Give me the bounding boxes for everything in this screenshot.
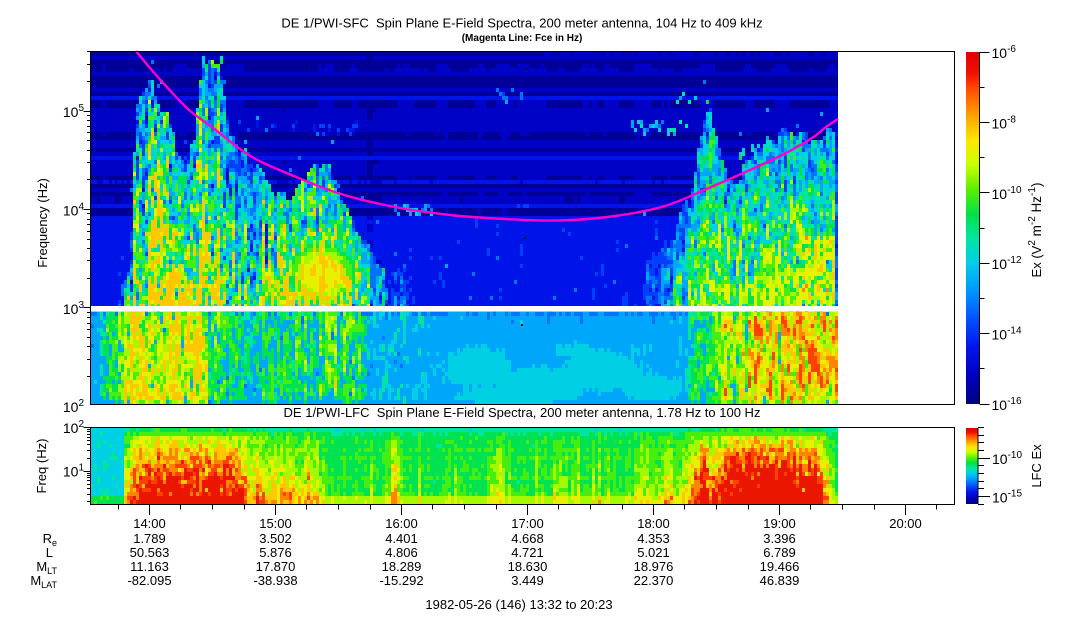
svg-text:17.870: 17.870 <box>256 559 296 574</box>
svg-text:14:00: 14:00 <box>133 516 166 531</box>
svg-text:L: L <box>46 545 53 560</box>
svg-text:46.839: 46.839 <box>760 573 800 588</box>
svg-text:17:00: 17:00 <box>511 516 544 531</box>
svg-text:-82.095: -82.095 <box>127 573 171 588</box>
svg-text:DE 1/PWI-SFC Spin Plane E-Fie: DE 1/PWI-SFC Spin Plane E-Field Spectra,… <box>281 16 762 31</box>
svg-text:Frequency (Hz): Frequency (Hz) <box>35 178 50 268</box>
svg-text:3.502: 3.502 <box>259 531 292 546</box>
svg-text:Freq (Hz): Freq (Hz) <box>34 439 49 494</box>
svg-text:4.806: 4.806 <box>385 545 418 560</box>
svg-text:22.370: 22.370 <box>634 573 674 588</box>
svg-text:4.353: 4.353 <box>637 531 670 546</box>
svg-text:18.976: 18.976 <box>634 559 674 574</box>
svg-text:11.163: 11.163 <box>130 559 169 574</box>
svg-text:1982-05-26 (146) 13:32 to 20:2: 1982-05-26 (146) 13:32 to 20:23 <box>425 597 612 612</box>
svg-text:4.401: 4.401 <box>385 531 418 546</box>
svg-text:18:00: 18:00 <box>637 516 670 531</box>
svg-text:19.466: 19.466 <box>760 559 800 574</box>
svg-text:3.396: 3.396 <box>763 531 796 546</box>
svg-text:5.021: 5.021 <box>637 545 670 560</box>
svg-text:1.789: 1.789 <box>133 531 166 546</box>
svg-text:4.721: 4.721 <box>511 545 544 560</box>
svg-text:-15.292: -15.292 <box>379 573 423 588</box>
svg-text:16:00: 16:00 <box>385 516 418 531</box>
svg-text:50.563: 50.563 <box>130 545 170 560</box>
svg-text:4.668: 4.668 <box>511 531 544 546</box>
svg-text:20:00: 20:00 <box>889 516 922 531</box>
svg-text:DE 1/PWI-LFC Spin Plane E-Fie: DE 1/PWI-LFC Spin Plane E-Field Spectra,… <box>284 405 761 420</box>
svg-text:3.449: 3.449 <box>511 573 544 588</box>
svg-text:-38.938: -38.938 <box>253 573 297 588</box>
svg-text:18.630: 18.630 <box>508 559 548 574</box>
svg-text:Ex (V2 m-2 Hz-1): Ex (V2 m-2 Hz-1) <box>1027 183 1044 278</box>
svg-text:5.876: 5.876 <box>259 545 292 560</box>
svg-text:19:00: 19:00 <box>763 516 796 531</box>
svg-text:15:00: 15:00 <box>259 516 292 531</box>
svg-text:18.289: 18.289 <box>382 559 422 574</box>
svg-text:(Magenta Line: Fce in Hz): (Magenta Line: Fce in Hz) <box>462 33 583 44</box>
svg-text:LFC Ex: LFC Ex <box>1029 444 1044 488</box>
svg-text:6.789: 6.789 <box>763 545 796 560</box>
